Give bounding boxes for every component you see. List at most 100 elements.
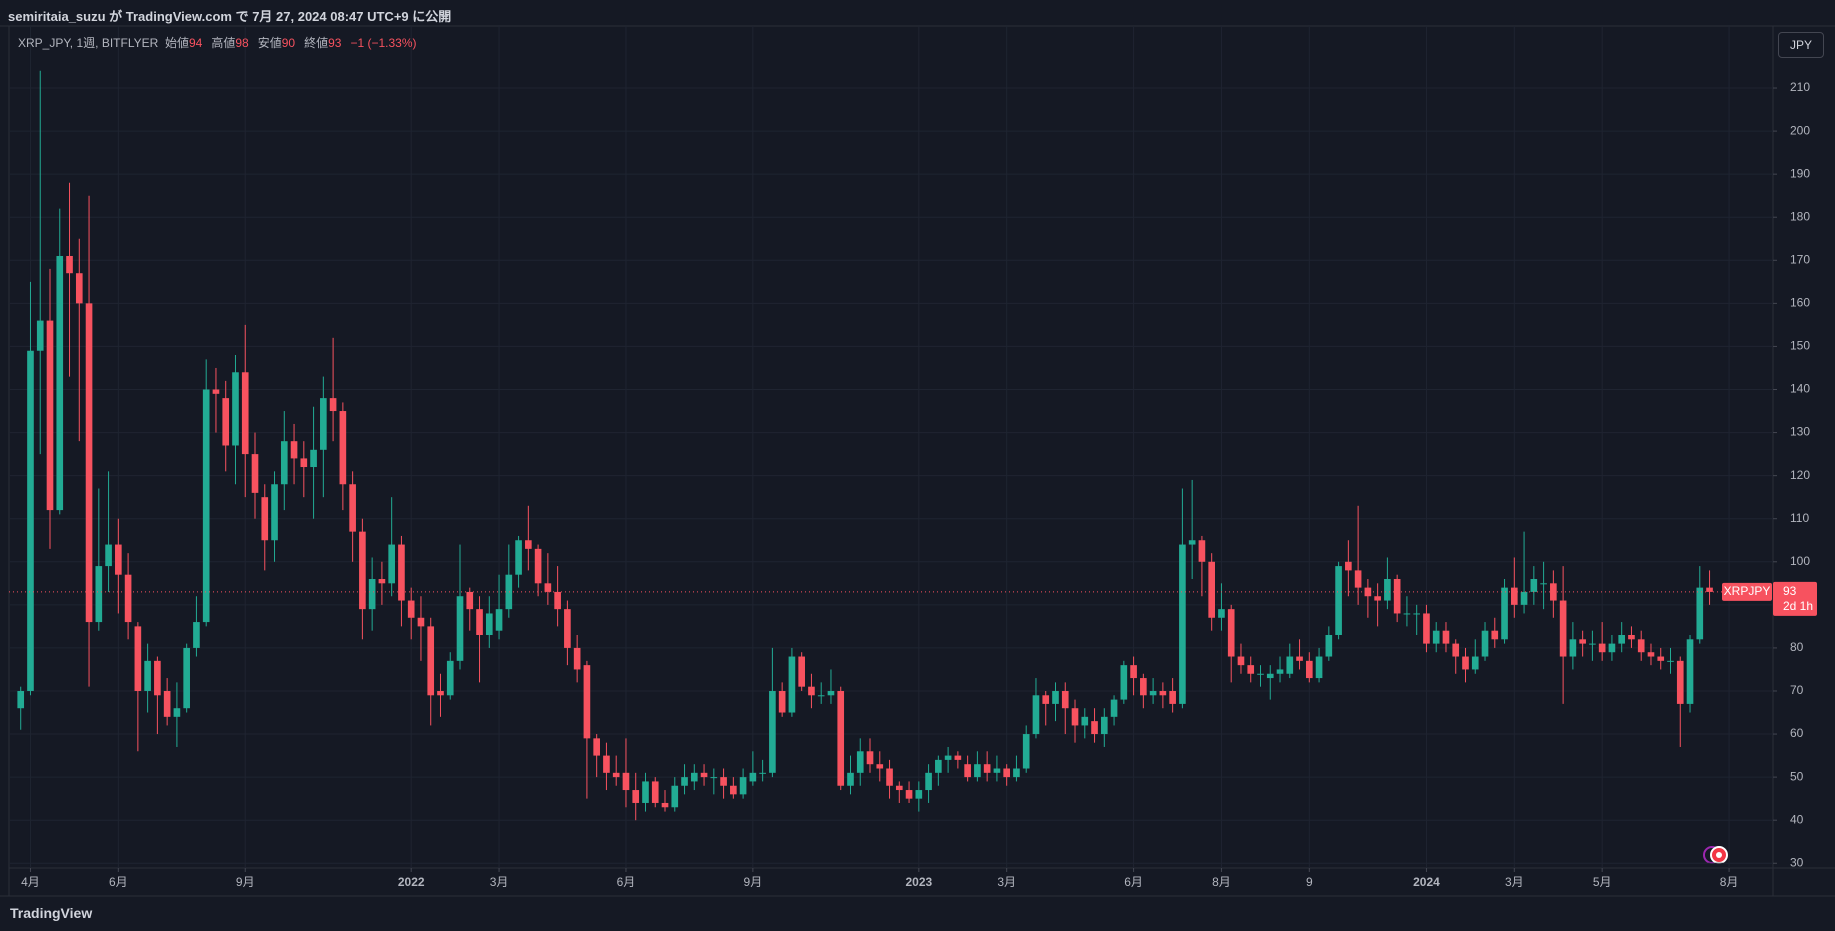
candle-body [1442,630,1450,644]
symbol-tag [1722,582,1772,601]
candle-body [895,785,903,791]
candle-body [769,690,776,773]
candle-body [671,785,679,808]
candle-body [1052,690,1059,704]
candle-body [1481,630,1489,657]
candle-body [1530,579,1538,592]
candle-body [1471,656,1479,670]
candle-body [554,591,561,610]
candle-body [1706,587,1713,592]
price-tag [1773,581,1817,616]
x-tick-label: 2023 [905,875,932,889]
candle-body [1198,540,1206,562]
candle-body [437,690,444,696]
candle-body [75,273,83,304]
y-tick-label: 150 [1790,339,1810,353]
candle-body [1345,561,1352,571]
candle-body [66,255,73,274]
candle-body [544,583,552,592]
candle-body [359,531,366,610]
candle-body [1071,708,1079,726]
x-tick-label: 8月 [1212,875,1231,889]
candle-body [1315,656,1323,679]
candle-body [46,320,54,511]
candle-body [661,802,669,808]
x-tick-label: 9 [1306,875,1313,889]
candle-body [1491,630,1499,640]
candle-body [808,686,815,696]
candle-body [1647,652,1655,657]
candle-body [1257,673,1264,675]
candle-body [788,656,796,713]
candle-body [36,320,44,351]
candle-body [1120,665,1128,700]
candle-body [1364,587,1372,597]
candle-body [827,690,835,696]
footer-logo: TradingView [10,905,93,921]
y-tick-label: 210 [1790,80,1810,94]
candle-body [983,764,991,773]
candle-body [1286,656,1294,674]
candle-body [1354,570,1362,588]
candle-body [95,566,103,623]
candle-body [310,449,317,468]
x-tick-label: 3月 [490,875,509,889]
candle-body [690,772,698,782]
x-tick-label: 6月 [109,875,128,889]
candle-body [1227,609,1235,657]
candle-body [1384,579,1391,601]
candle-body [1100,716,1108,735]
candle-body [866,751,874,765]
candle-body [1179,544,1186,704]
high-value: 98 [235,36,249,50]
candle-body [154,660,161,696]
candle-body [505,574,513,610]
candle-body [388,544,395,584]
candle-body [1305,660,1313,679]
candle-body [593,738,600,756]
y-tick-label: 100 [1790,554,1810,568]
price-tag-countdown: 2d 1h [1783,599,1813,613]
symbol: XRP_JPY, 1週, BITFLYER [18,36,159,50]
candle-body [1676,660,1684,704]
candle-body [1169,690,1176,704]
candle-body [1696,587,1704,640]
candle-body [1520,591,1528,605]
candle-body [515,540,522,575]
candle-body [974,764,981,778]
y-tick-label: 200 [1790,123,1810,137]
candle-body [456,596,464,661]
currency-button[interactable]: JPY [1778,32,1824,58]
candle-body [251,454,259,493]
candle-body [1276,669,1284,674]
candle-body [1598,643,1606,653]
y-tick-label: 180 [1790,209,1810,223]
candle-body [320,398,327,450]
candle-body [798,656,805,687]
candle-body [280,441,288,485]
candle-body [1559,600,1567,657]
candle-body [1403,613,1411,615]
candle-body [495,609,503,631]
candle-body [1003,768,1010,778]
candle-body [817,695,825,697]
candle-body [1110,699,1118,717]
y-tick-label: 30 [1790,855,1804,869]
candle-body [417,617,425,627]
candle-body [564,609,571,648]
candle-body [1188,540,1196,545]
x-tick-label: 5月 [1593,875,1612,889]
candle-body [1149,690,1157,696]
candle-body [1091,721,1098,735]
low-value: 90 [281,36,296,50]
candle-body [1637,639,1645,653]
candle-body [1579,639,1586,644]
indicator-icon[interactable] [1703,846,1728,864]
y-tick-label: 190 [1790,166,1810,180]
candle-body [378,579,386,584]
candle-body [222,398,230,446]
candle-body [1022,734,1030,769]
candle-body [1208,561,1216,618]
candle-body [271,484,278,541]
candle-body [212,389,220,394]
